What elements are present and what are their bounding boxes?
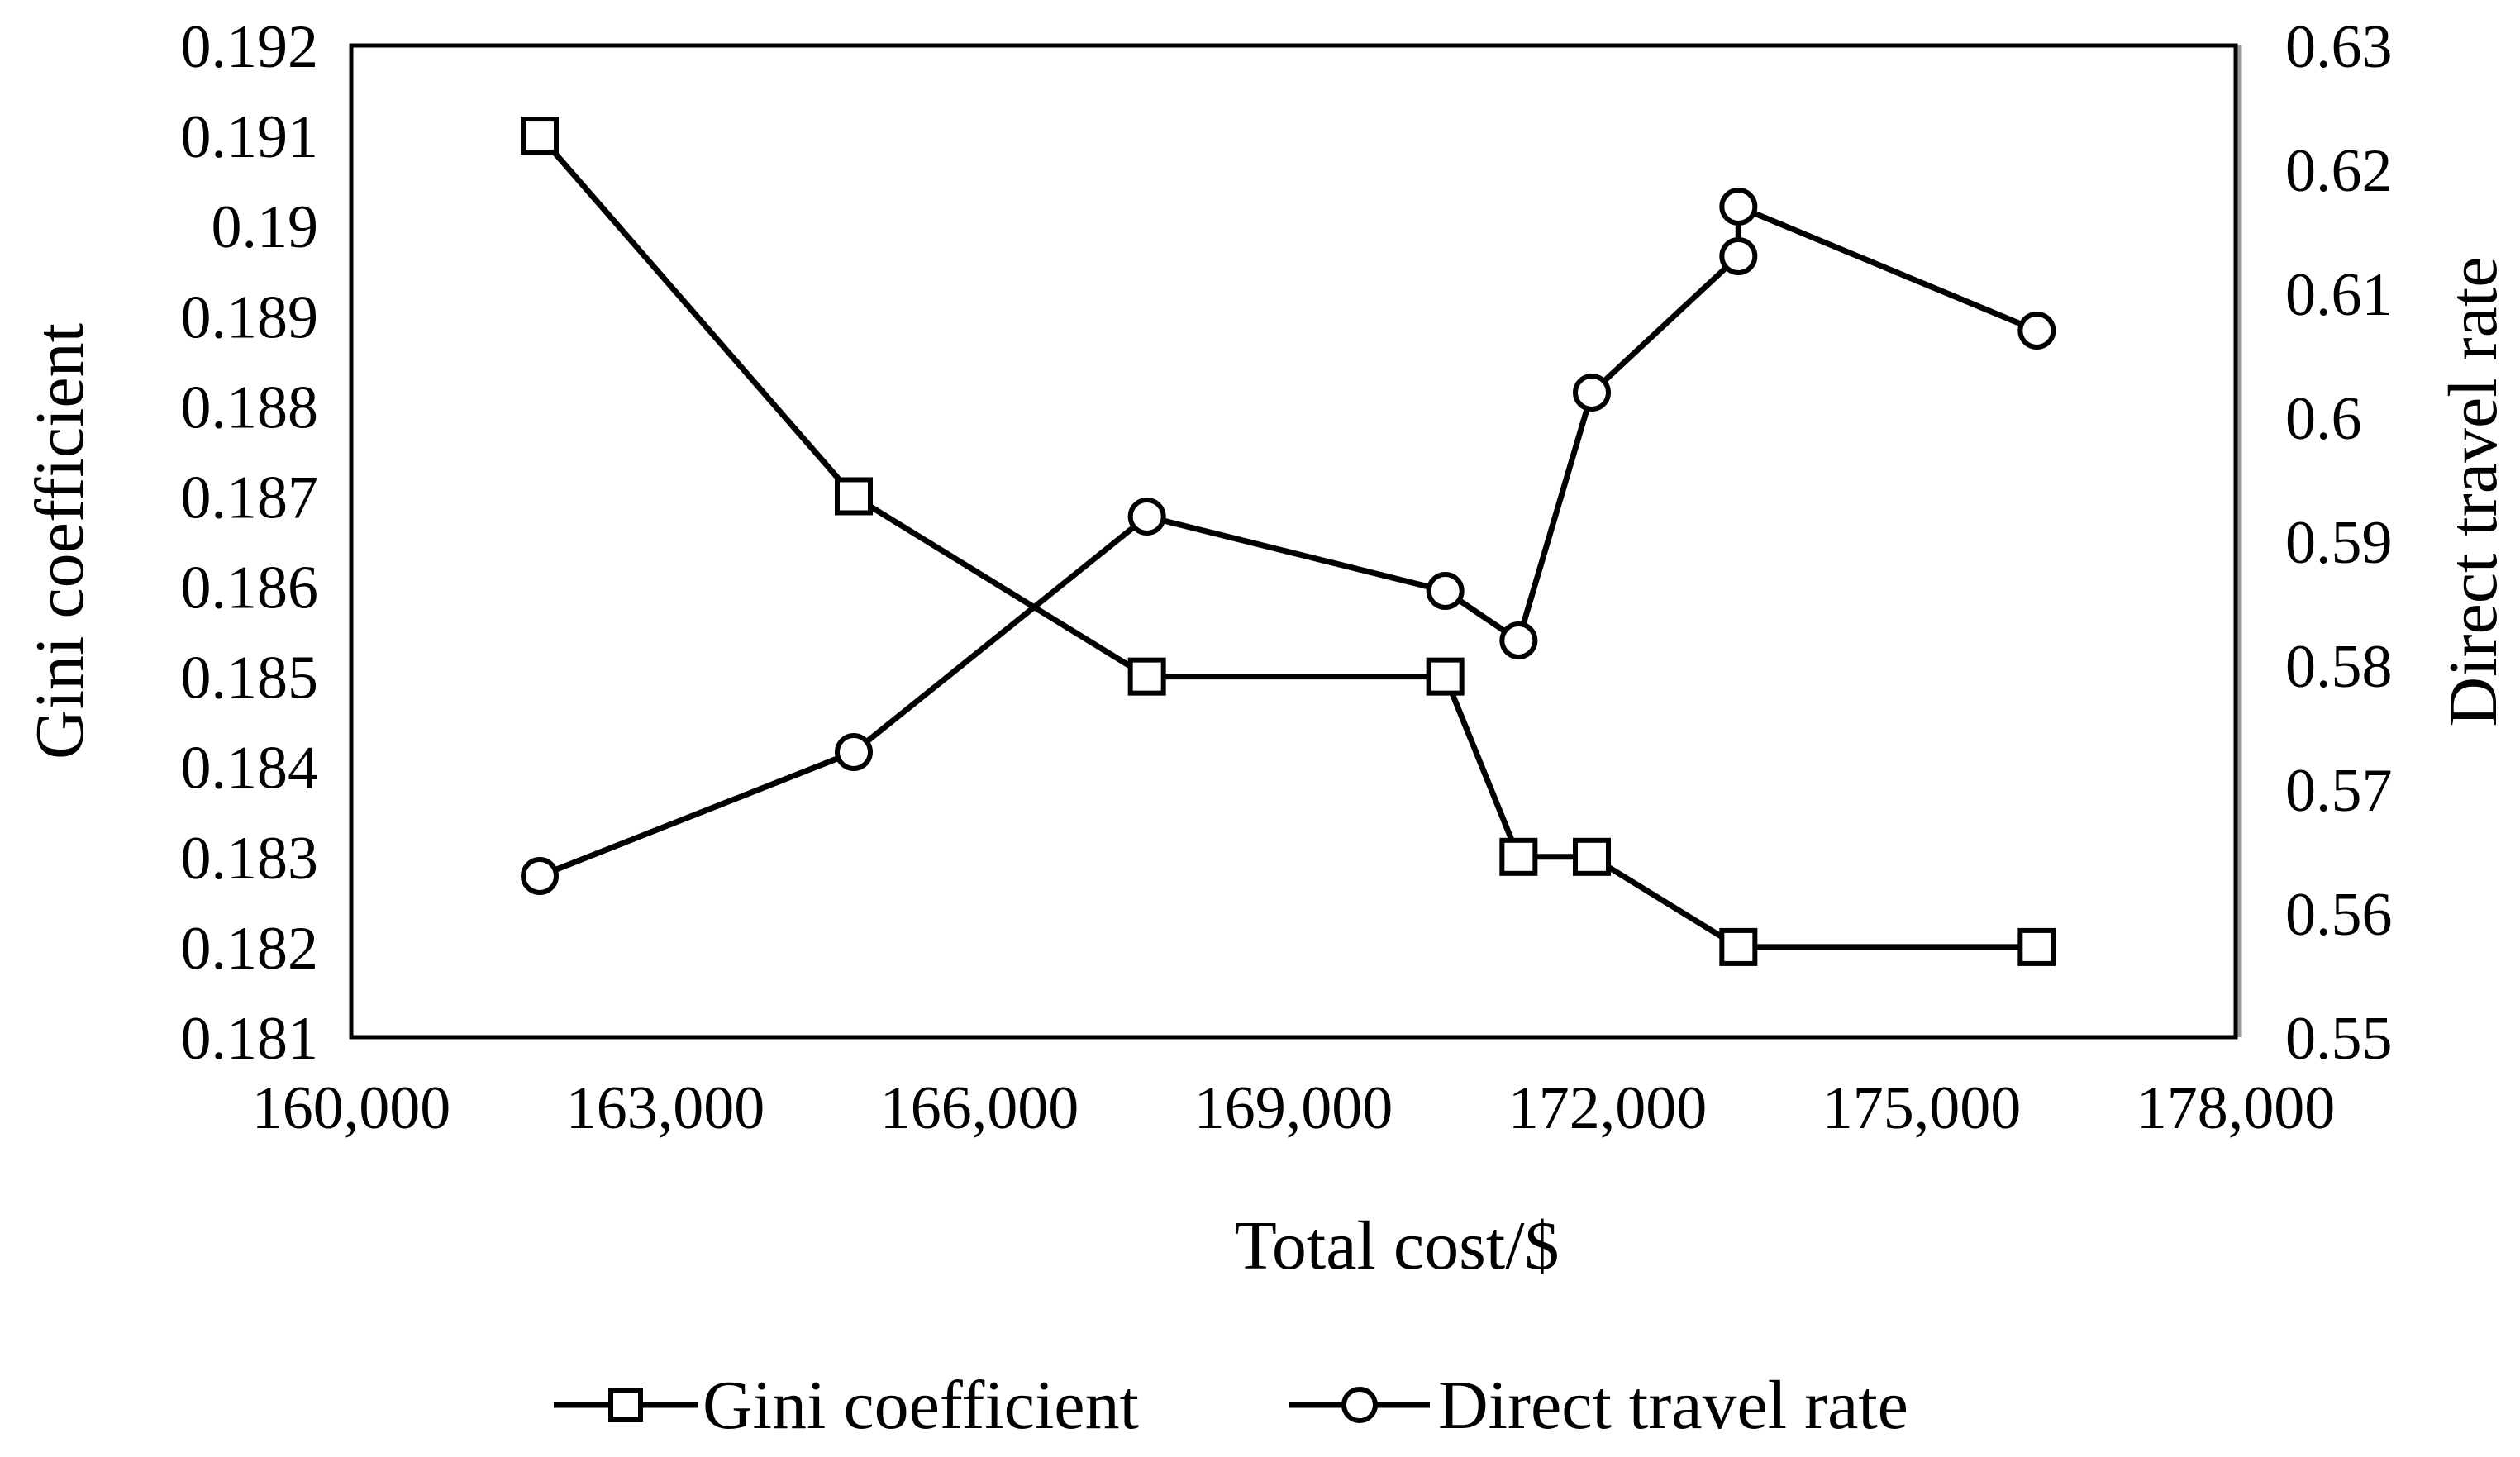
legend-direct-travel-circle-marker	[1341, 1387, 1378, 1423]
legend-gini-square-marker	[608, 1388, 643, 1422]
left-y-tick-label: 0.181	[181, 1005, 319, 1073]
legend-item-direct-travel: Direct travel rate	[1289, 1367, 1908, 1444]
right-y-tick-label: 0.57	[2285, 757, 2393, 825]
direct-travel-data-point	[1499, 621, 1538, 659]
direct-travel-data-point	[1573, 374, 1611, 412]
gini-data-point	[835, 477, 873, 516]
plot-area-frame	[349, 43, 2238, 1040]
left-y-tick-label: 0.191	[181, 103, 319, 171]
direct-travel-data-point	[835, 733, 873, 771]
left-y-tick-label: 0.189	[181, 283, 319, 351]
series-layer	[521, 117, 2056, 966]
gini-data-point	[2017, 927, 2056, 966]
left-y-tick-label: 0.183	[181, 825, 319, 893]
right-y-tick-label: 0.56	[2285, 881, 2393, 949]
gini-series-line	[537, 133, 2037, 950]
right-y-tick-label: 0.58	[2285, 633, 2393, 701]
left-y-axis-title: Gini coefficient	[21, 323, 98, 759]
right-y-tick-label: 0.62	[2285, 137, 2393, 205]
x-tick-label: 169,000	[1194, 1074, 1393, 1142]
gini-data-point	[1719, 927, 1758, 966]
left-y-tick-label: 0.185	[181, 645, 319, 712]
left-y-tick-label: 0.192	[181, 13, 319, 81]
x-axis-title: Total cost/$	[1234, 1207, 1559, 1284]
right-y-tick-label: 0.63	[2285, 13, 2393, 81]
gini-data-point	[1127, 657, 1166, 696]
right-y-axis-tick-labels: 0.55 0.56 0.57 0.58 0.59 0.6 0.61 0.62 0.63	[2285, 13, 2393, 1073]
direct-travel-data-point	[1426, 572, 1465, 610]
gini-data-point	[1499, 837, 1538, 876]
direct-travel-data-point	[1127, 498, 1166, 536]
left-y-tick-label: 0.186	[181, 555, 319, 622]
left-y-axis-tick-labels: 0.181 0.182 0.183 0.184 0.185 0.186 0.187 0.188…	[181, 13, 319, 1073]
direct-travel-data-point	[1719, 237, 1758, 275]
right-y-tick-label: 0.6	[2285, 385, 2362, 453]
direct-travel-data-point	[1719, 188, 1758, 226]
legend-direct-travel-label: Direct travel rate	[1438, 1367, 1908, 1444]
direct-travel-data-point	[521, 857, 559, 895]
x-tick-label: 172,000	[1508, 1074, 1708, 1142]
left-y-tick-label: 0.182	[181, 915, 319, 983]
legend: Gini coefficient Direct travel rate	[554, 1367, 1908, 1444]
gini-data-point	[521, 117, 559, 155]
legend-gini-label: Gini coefficient	[703, 1367, 1139, 1444]
direct-travel-data-point	[2017, 312, 2056, 350]
gini-data-point	[1426, 657, 1465, 696]
x-tick-label: 166,000	[880, 1074, 1079, 1142]
left-y-tick-label: 0.19	[212, 193, 319, 261]
right-y-tick-label: 0.61	[2285, 261, 2393, 329]
x-tick-label: 175,000	[1822, 1074, 2022, 1142]
x-tick-label: 163,000	[566, 1074, 765, 1142]
x-tick-label: 160,000	[252, 1074, 451, 1142]
left-y-tick-label: 0.188	[181, 374, 319, 441]
right-y-axis-title: Direct travel rate	[2435, 257, 2512, 727]
left-y-tick-label: 0.187	[181, 464, 319, 531]
left-y-tick-label: 0.184	[181, 735, 319, 802]
right-y-tick-label: 0.59	[2285, 509, 2393, 577]
right-y-tick-label: 0.55	[2285, 1005, 2393, 1073]
x-axis-tick-labels: 160,000 163,000 166,000 169,000 172,000 175,0…	[252, 1074, 2336, 1142]
gini-data-point	[1573, 837, 1611, 876]
x-tick-label: 178,000	[2137, 1074, 2336, 1142]
legend-item-gini: Gini coefficient	[554, 1367, 1139, 1444]
